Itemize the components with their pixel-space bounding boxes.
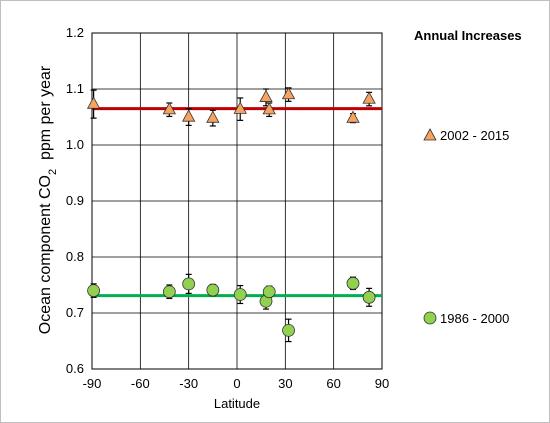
series-2002-2015-point (86, 96, 101, 109)
series-2002-2015-point (281, 86, 296, 100)
legend-title: Annual Increases (414, 28, 522, 43)
series-2002-2015-point (259, 89, 273, 102)
x-axis-label: Latitude (214, 396, 260, 411)
series-2002-2015-point (233, 101, 247, 114)
x-tick-label: 90 (375, 376, 389, 391)
series-1986-2000-point (233, 288, 247, 301)
series-1986-2000-point (87, 284, 101, 298)
y-tick-labels: 0.6 0.7 0.8 0.9 1.0 1.1 1.2 (66, 25, 84, 376)
y-axis-label-subscript: 2 (47, 169, 59, 175)
series-2002-2015-point (362, 91, 376, 104)
y-axis-label-main: Ocean component CO (37, 175, 54, 334)
y-tick-label: 0.8 (66, 249, 84, 264)
series-2002-2015-point (181, 109, 196, 122)
series-2002-2015-point (162, 102, 177, 115)
y-tick-label: 0.9 (66, 193, 84, 208)
y-tick-label: 1.0 (66, 137, 84, 152)
series-2002-2015-point (262, 102, 276, 115)
legend-2002-2015-marker (423, 128, 437, 141)
legend: 2002 - 2015 1986 - 2000 (423, 128, 509, 326)
x-tick-label: -90 (83, 376, 102, 391)
legend-1986-2000-label: 1986 - 2000 (440, 311, 509, 326)
legend-2002-2015-label: 2002 - 2015 (440, 128, 509, 143)
y-axis-label-units: ppm per year (37, 65, 54, 169)
series-1986-2000-point (346, 276, 360, 290)
series-1986-2000-point (262, 285, 276, 299)
series-2002-2015-point (346, 110, 360, 123)
y-tick-label: 0.6 (66, 361, 84, 376)
error-bars (90, 87, 373, 343)
y-axis-label: Ocean component CO2 ppm per year (37, 65, 59, 334)
series-1986-2000-point (362, 290, 376, 304)
x-tick-label: -60 (131, 376, 150, 391)
x-tick-labels: -90 -60 -30 0 30 60 90 (83, 376, 390, 391)
y-tick-label: 0.7 (66, 305, 84, 320)
x-tick-label: 0 (233, 376, 240, 391)
data-markers (86, 86, 376, 337)
plot-area (91, 32, 383, 370)
series-2002-2015-point (206, 110, 220, 123)
legend-1986-2000-marker (423, 311, 437, 325)
x-tick-label: -30 (179, 376, 198, 391)
series-1986-2000-point (182, 277, 196, 291)
y-tick-label: 1.2 (66, 25, 84, 40)
series-1986-2000-point (162, 285, 176, 299)
grid (91, 32, 383, 370)
series-1986-2000-point (206, 283, 220, 297)
y-tick-label: 1.1 (66, 81, 84, 96)
series-1986-2000-point (282, 323, 295, 337)
x-tick-label: 60 (326, 376, 340, 391)
x-tick-label: 30 (278, 376, 292, 391)
